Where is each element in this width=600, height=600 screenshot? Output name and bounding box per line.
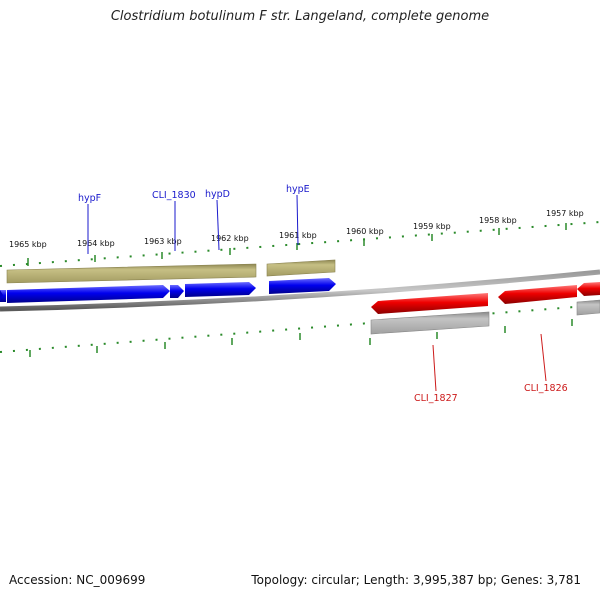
gene-arrow <box>170 285 184 298</box>
feature-block <box>576 299 600 316</box>
upper-ruler <box>0 221 600 267</box>
genome-summary-text: Topology: circular; Length: 3,995,387 bp… <box>251 573 581 587</box>
feature-block <box>266 259 336 277</box>
gene-arrow <box>185 282 256 297</box>
gene-label-cli-1827: CLI_1827 <box>414 393 458 404</box>
ruler-label: 1965 kbp <box>9 240 47 249</box>
ruler-label: 1959 kbp <box>413 222 451 231</box>
genome-backbone <box>0 269 600 312</box>
lower-ruler <box>0 304 600 357</box>
reverse-gene-track <box>371 282 600 314</box>
gene-arrow <box>577 282 600 296</box>
forward-gene-track <box>0 278 336 303</box>
forward-feature-track <box>6 259 336 284</box>
map-title: Clostridium botulinum F str. Langeland, … <box>110 9 490 24</box>
gene-arrow <box>7 285 170 303</box>
ruler-label: 1958 kbp <box>479 216 517 225</box>
label-leaders <box>87 194 547 392</box>
gene-arrow <box>0 290 3 301</box>
gene-labels: hypF CLI_1830 hypD hypE CLI_1827 CLI_182… <box>78 184 568 404</box>
gene-arrow <box>269 278 336 294</box>
ruler-label: 1957 kbp <box>546 209 584 218</box>
gene-arrow <box>371 293 488 314</box>
gene-label-cli-1826: CLI_1826 <box>524 383 568 394</box>
ruler-label: 1960 kbp <box>346 227 384 236</box>
gene-label-hypd: hypD <box>205 189 230 200</box>
ruler-label: 1964 kbp <box>77 239 115 248</box>
feature-block <box>370 311 490 335</box>
feature-block <box>6 263 257 284</box>
gene-arrow <box>498 285 577 304</box>
ruler-label: 1963 kbp <box>144 237 182 246</box>
reverse-feature-track <box>370 299 600 335</box>
gene-label-cli-1830: CLI_1830 <box>152 190 196 201</box>
gene-label-hypf: hypF <box>78 193 101 204</box>
accession-text: Accession: NC_009699 <box>9 573 146 587</box>
gene-label-hype: hypE <box>286 184 310 195</box>
ruler-label: 1962 kbp <box>211 234 249 243</box>
